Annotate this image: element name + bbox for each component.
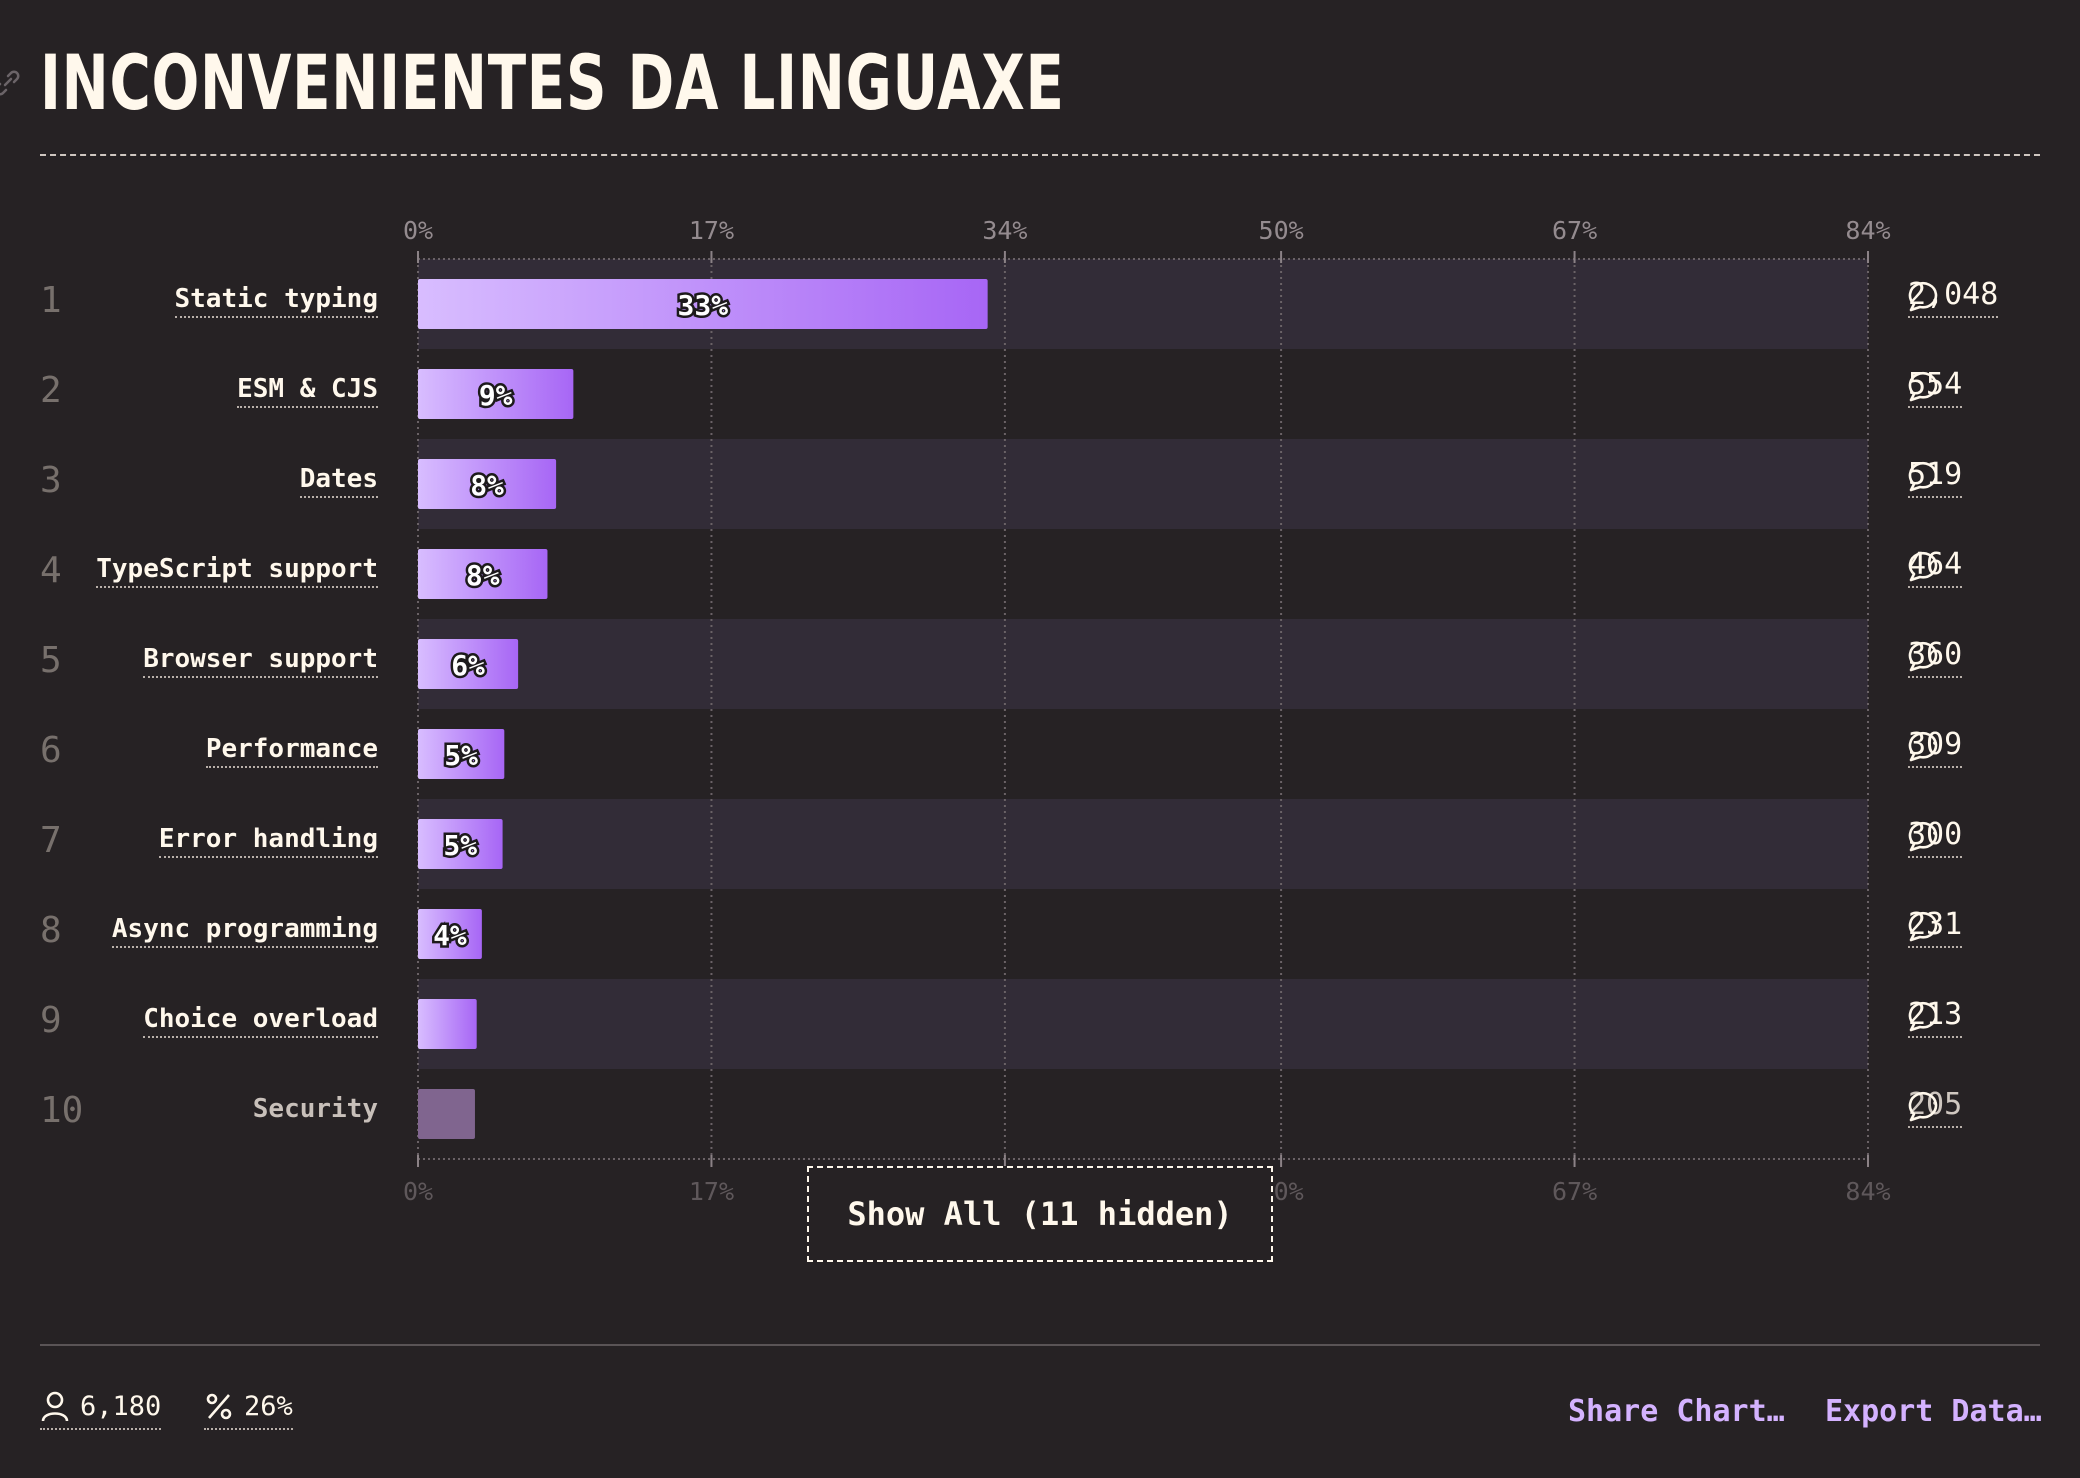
speech-bubble-icon (1908, 732, 1938, 762)
row-label[interactable]: Performance (205, 734, 378, 768)
person-icon (41, 1391, 69, 1422)
bar-value-label: 6% (451, 649, 485, 682)
bar (418, 459, 557, 509)
speech-bubble-icon (1908, 282, 1938, 312)
row-rank: 7 (40, 820, 62, 861)
link-icon[interactable] (0, 70, 20, 96)
speech-bubble-icon (1908, 1002, 1938, 1032)
x-tick-label: 17% (689, 216, 734, 245)
show-all-button[interactable]: Show All (11 hidden) (807, 1166, 1273, 1262)
row-label[interactable]: Static typing (174, 284, 378, 318)
row-count[interactable]: 300 (1908, 818, 1963, 858)
bar (418, 819, 503, 869)
bar-value-label: 9% (479, 379, 513, 412)
share-chart-link[interactable]: Share Chart… (1568, 1394, 1785, 1429)
row-rank: 6 (40, 730, 62, 771)
bar-value-label: 33% (678, 289, 729, 322)
row-count[interactable]: 213 (1908, 998, 1963, 1038)
row-count[interactable]: 2,048 (1908, 278, 1999, 318)
bar (418, 639, 519, 689)
chart-title: INCONVENIENTES DA LINGUAXE (40, 38, 1065, 127)
row-count[interactable]: 231 (1908, 908, 1963, 948)
bar-value-label: 5% (443, 829, 477, 862)
bar (418, 999, 477, 1049)
bar-value-label: 4% (433, 919, 467, 952)
row-band (418, 619, 1868, 709)
row-rank: 3 (40, 460, 62, 501)
row-label[interactable]: Choice overload (143, 1004, 378, 1038)
row-count[interactable]: 554 (1908, 368, 1963, 408)
row-band (418, 439, 1868, 529)
row-rank: 9 (40, 1000, 62, 1041)
speech-bubble-icon (1908, 462, 1938, 492)
bar (418, 1089, 475, 1139)
row-rank: 1 (40, 280, 62, 321)
x-tick-label: 0% (403, 1177, 433, 1206)
title-divider (40, 154, 2040, 156)
speech-bubble-icon (1908, 372, 1938, 402)
row-count[interactable]: 360 (1908, 638, 1963, 678)
row-rank: 5 (40, 640, 62, 681)
speech-bubble-icon (1908, 552, 1938, 582)
x-tick-label: 84% (1845, 1177, 1890, 1206)
row-rank: 2 (40, 370, 62, 411)
x-tick-label: 34% (982, 216, 1027, 245)
row-band (418, 979, 1868, 1069)
bar-value-label: 5% (444, 739, 478, 772)
x-tick-label: 67% (1552, 216, 1597, 245)
speech-bubble-icon (1908, 822, 1938, 852)
percentage-stat[interactable]: 26% (204, 1390, 293, 1430)
row-label[interactable]: Security (252, 1094, 378, 1124)
footer-divider (40, 1344, 2040, 1346)
row-rank: 10 (40, 1090, 84, 1131)
row-rank: 4 (40, 550, 62, 591)
row-label[interactable]: ESM & CJS (237, 374, 378, 408)
row-label[interactable]: Browser support (143, 644, 378, 678)
row-count[interactable]: 464 (1908, 548, 1963, 588)
row-label[interactable]: Async programming (111, 914, 378, 948)
respondents-stat[interactable]: 6,180 (40, 1390, 162, 1430)
bar-value-label: 8% (470, 469, 504, 502)
x-tick-label: 0% (403, 216, 433, 245)
row-count[interactable]: 519 (1908, 458, 1963, 498)
bar (418, 549, 548, 599)
bar-value-label: 8% (466, 559, 500, 592)
speech-bubble-icon (1908, 1092, 1938, 1122)
x-tick-label: 50% (1259, 216, 1304, 245)
x-tick-label: 17% (689, 1177, 734, 1206)
speech-bubble-icon (1908, 642, 1938, 672)
percentage-value: 26% (244, 1390, 293, 1422)
row-band (418, 799, 1868, 889)
row-count[interactable]: 205 (1908, 1088, 1963, 1128)
bar (418, 729, 505, 779)
speech-bubble-icon (1908, 912, 1938, 942)
row-rank: 8 (40, 910, 62, 951)
bar (418, 909, 482, 959)
x-tick-label: 67% (1552, 1177, 1597, 1206)
percent-icon (206, 1393, 232, 1420)
bar (418, 279, 988, 329)
row-label[interactable]: Error handling (158, 824, 378, 858)
export-data-link[interactable]: Export Data… (1825, 1394, 2042, 1429)
row-label[interactable]: TypeScript support (96, 554, 378, 588)
bar (418, 369, 574, 419)
row-count[interactable]: 309 (1908, 728, 1963, 768)
row-label[interactable]: Dates (299, 464, 378, 498)
respondents-count: 6,180 (80, 1390, 162, 1422)
x-tick-label: 84% (1845, 216, 1890, 245)
